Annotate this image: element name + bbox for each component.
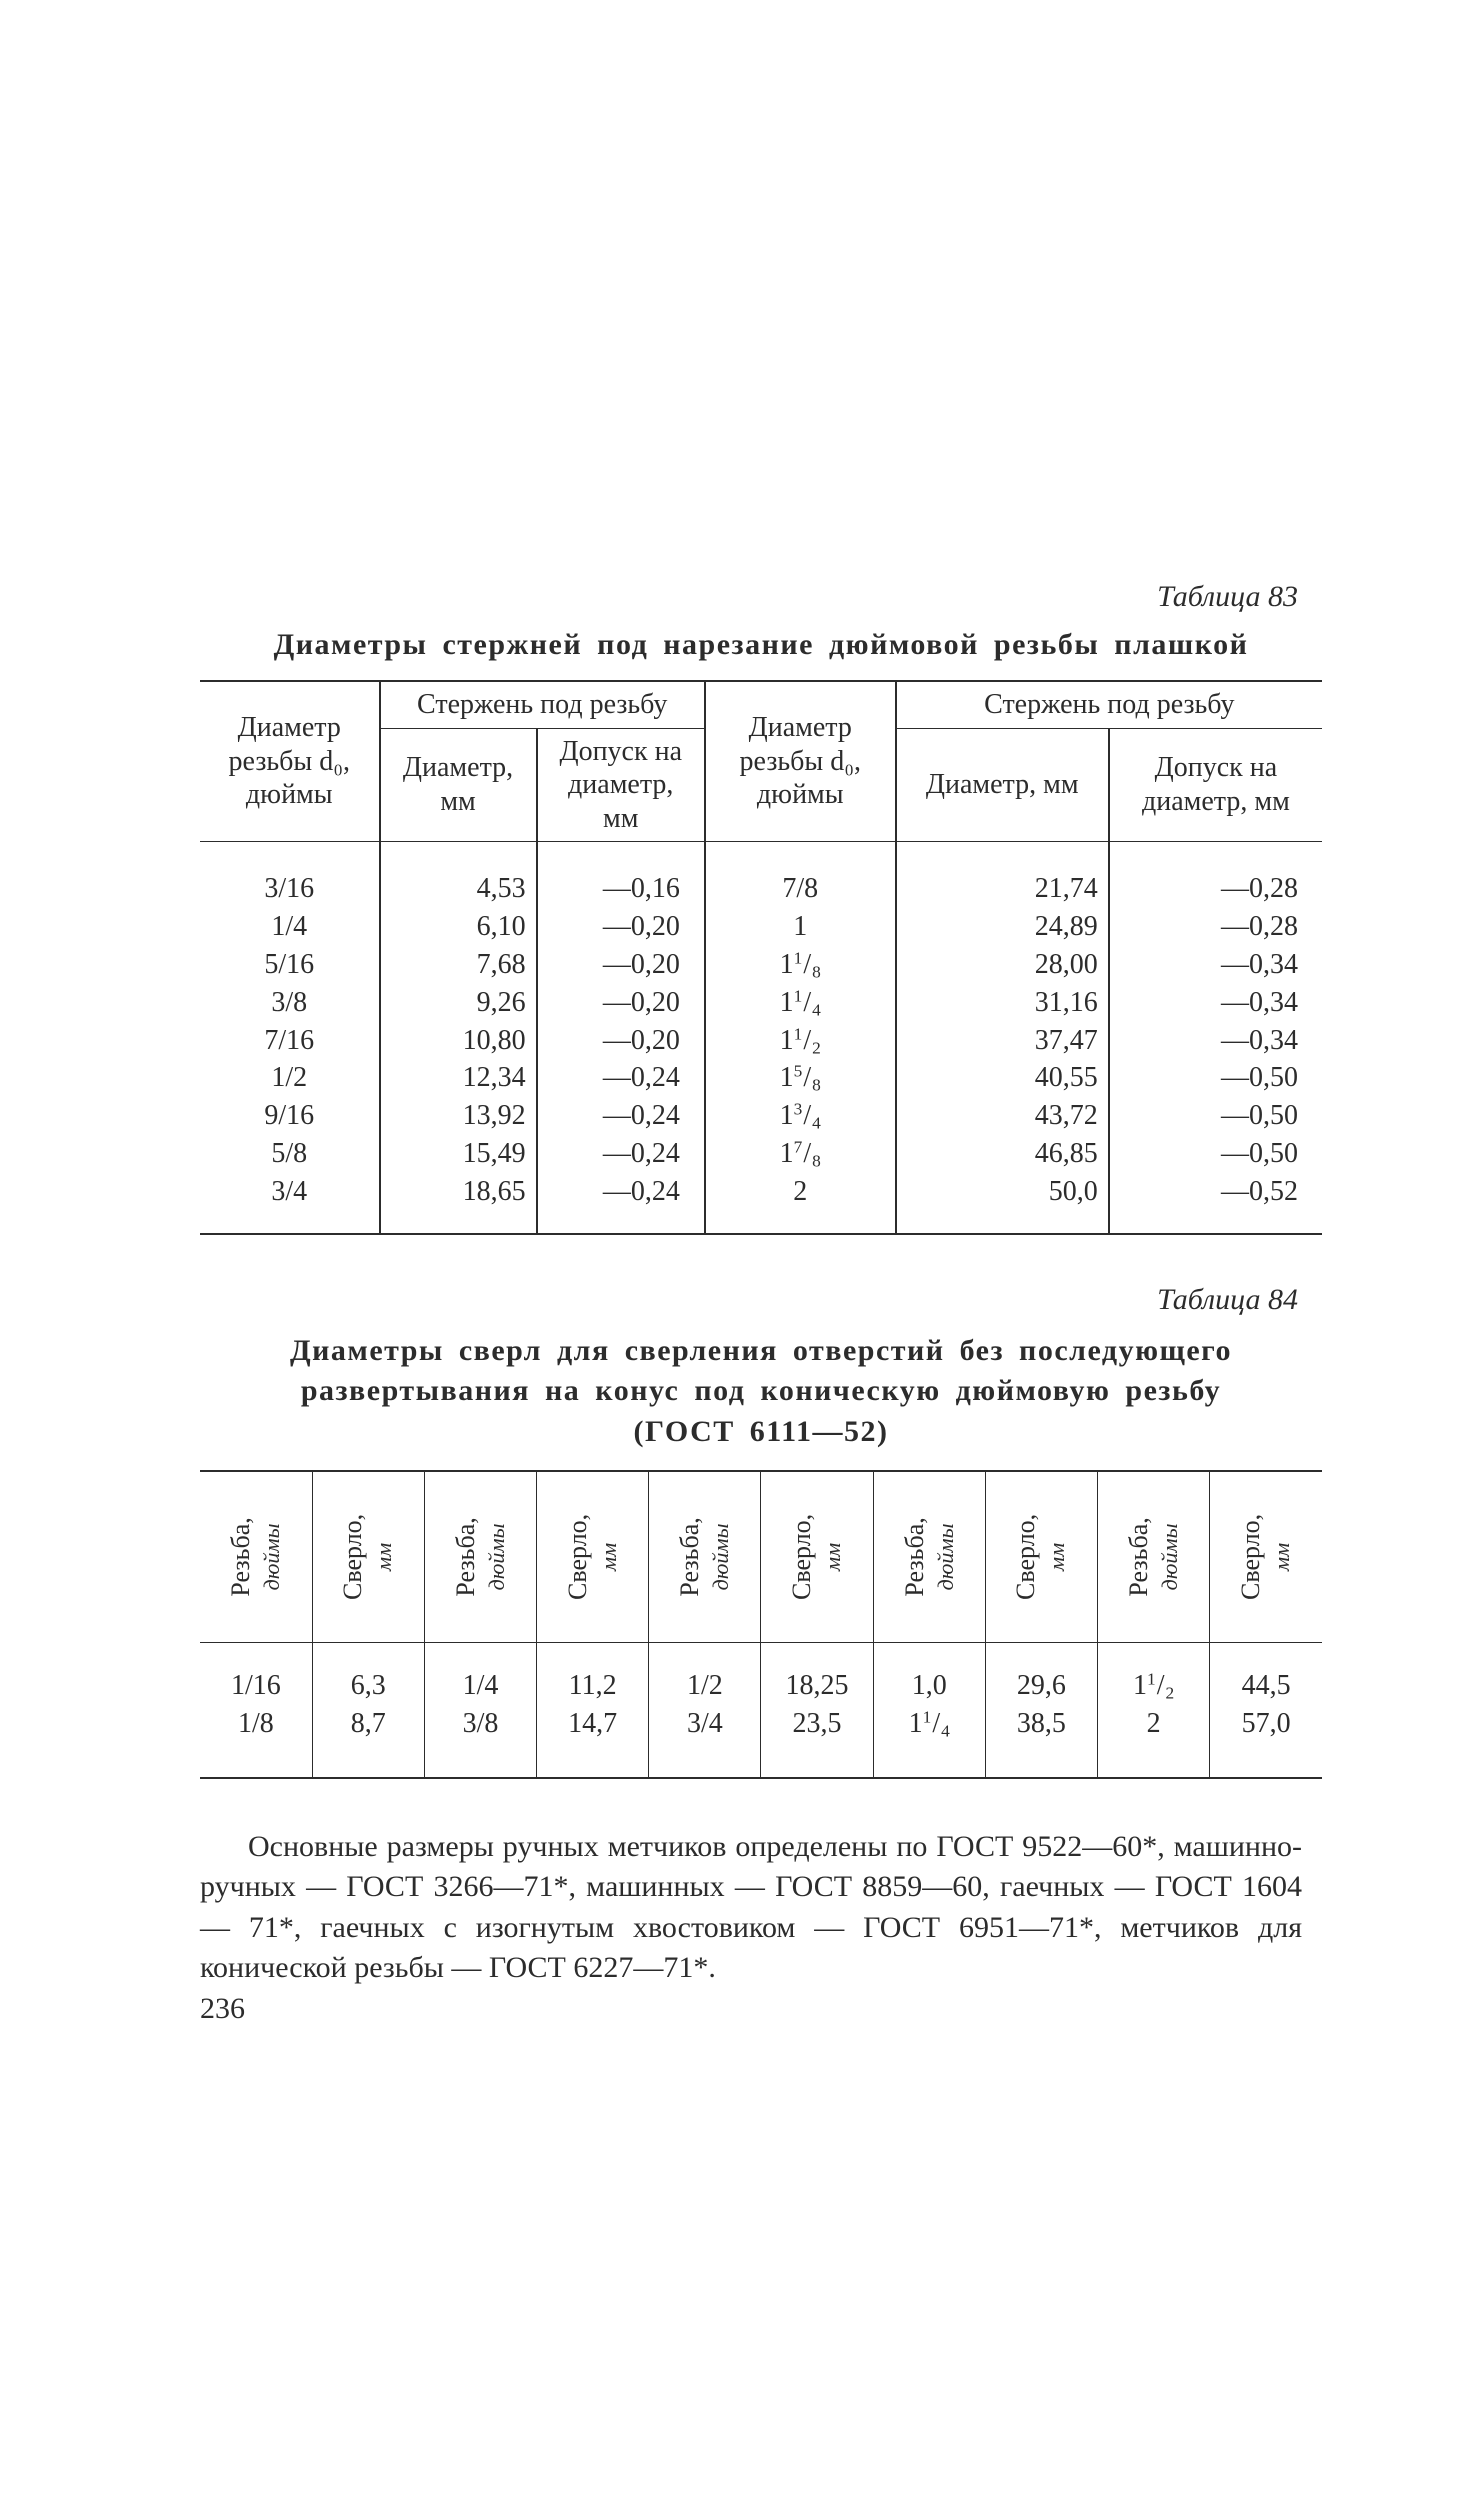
t84-head-thread: Резьба,дюймы xyxy=(424,1471,536,1643)
t84-head-thread: Резьба,дюймы xyxy=(649,1471,761,1643)
table84: Резьба,дюймыСверло,ммРезьба,дюймыСверло,… xyxy=(200,1470,1322,1779)
t83-col6-data: —0,28—0,28—0,34—0,34—0,34—0,50—0,50—0,50… xyxy=(1109,842,1322,1234)
t84-drill-cell: 29,638,5 xyxy=(985,1643,1097,1778)
t83-col2-data: 4,536,107,689,2610,8012,3413,9215,4918,6… xyxy=(380,842,537,1234)
t84-head-drill: Сверло,мм xyxy=(985,1471,1097,1643)
t84-drill-cell: 18,2523,5 xyxy=(761,1643,873,1778)
t84-thread-cell: 1/161/8 xyxy=(200,1643,312,1778)
t83-col1-data: 3/161/45/163/87/161/29/165/83/4 xyxy=(200,842,380,1234)
t84-head-thread: Резьба,дюймы xyxy=(200,1471,312,1643)
t84-head-drill: Сверло,мм xyxy=(312,1471,424,1643)
page-number: 236 xyxy=(200,1992,245,2026)
t83-col3-data: —0,16—0,20—0,20—0,20—0,20—0,24—0,24—0,24… xyxy=(537,842,705,1234)
t83-h-col4: Диаметр резьбы d₀, дюймы xyxy=(705,681,896,842)
t84-head-thread: Резьба,дюймы xyxy=(1098,1471,1210,1643)
table83-number: Таблица 83 xyxy=(200,580,1298,614)
t83-col4-data: 7/8111/811/411/215/813/417/82 xyxy=(705,842,896,1234)
t84-thread-cell: 1/23/4 xyxy=(649,1643,761,1778)
t83-h-col6: Допуск на диаметр, мм xyxy=(1109,728,1322,842)
t84-head-drill: Сверло,мм xyxy=(1210,1471,1322,1643)
table84-title: Диаметры сверл для сверления отверстий б… xyxy=(200,1331,1322,1453)
t84-drill-cell: 6,38,7 xyxy=(312,1643,424,1778)
table84-number: Таблица 84 xyxy=(200,1283,1298,1317)
t83-h-col1: Диаметр резьбы d₀, дюймы xyxy=(200,681,380,842)
t84-head-thread: Резьба,дюймы xyxy=(873,1471,985,1643)
t83-h-col2: Диаметр, мм xyxy=(380,728,537,842)
table83-title: Диаметры стержней под нарезание дюймовой… xyxy=(200,628,1322,662)
t84-thread-cell: 11/22 xyxy=(1098,1643,1210,1778)
t83-h-group2: Стержень под резьбу xyxy=(896,681,1322,728)
t84-drill-cell: 44,557,0 xyxy=(1210,1643,1322,1778)
t83-h-col5: Диаметр, мм xyxy=(896,728,1109,842)
t83-col5-data: 21,7424,8928,0031,1637,4740,5543,7246,85… xyxy=(896,842,1109,1234)
paragraph: Основные размеры ручных метчиков определ… xyxy=(200,1827,1302,1989)
t84-thread-cell: 1/43/8 xyxy=(424,1643,536,1778)
t84-thread-cell: 1,011/4 xyxy=(873,1643,985,1778)
t84-drill-cell: 11,214,7 xyxy=(537,1643,649,1778)
t83-h-group1: Стержень под резьбу xyxy=(380,681,705,728)
t83-h-col3: Допуск на диаметр, мм xyxy=(537,728,705,842)
t84-head-drill: Сверло,мм xyxy=(761,1471,873,1643)
t84-head-drill: Сверло,мм xyxy=(537,1471,649,1643)
table83: Диаметр резьбы d₀, дюймы Стержень под ре… xyxy=(200,680,1322,1235)
